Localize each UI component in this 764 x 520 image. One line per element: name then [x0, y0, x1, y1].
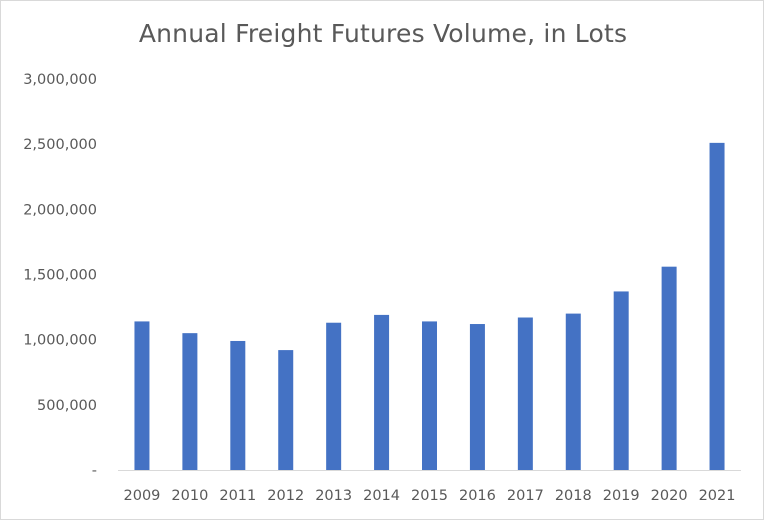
- bar-2010: [182, 333, 198, 470]
- x-tick-label: 2014: [363, 488, 400, 504]
- x-tick-label: 2013: [315, 488, 352, 504]
- x-tick-label: 2019: [603, 488, 640, 504]
- bar-2020: [661, 266, 677, 470]
- bar-2014: [374, 314, 390, 470]
- x-tick-label: 2017: [507, 488, 544, 504]
- bar-2019: [613, 291, 629, 470]
- x-tick-label: 2016: [459, 488, 496, 504]
- x-tick-label: 2009: [124, 488, 161, 504]
- bar-2016: [469, 324, 485, 470]
- x-tick-label: 2018: [555, 488, 592, 504]
- x-tick-label: 2020: [651, 488, 688, 504]
- bar-2017: [517, 317, 533, 470]
- x-tick-label: 2012: [267, 488, 304, 504]
- bar-2018: [565, 313, 581, 470]
- x-tick-label: 2021: [699, 488, 736, 504]
- y-tick-label: 3,000,000: [23, 72, 97, 88]
- bar-2021: [709, 142, 725, 470]
- chart-title: Annual Freight Futures Volume, in Lots: [138, 19, 628, 48]
- x-tick-label: 2011: [219, 488, 256, 504]
- bar-2015: [422, 321, 437, 470]
- bar-2011: [230, 340, 246, 470]
- y-tick-label: 1,000,000: [23, 333, 97, 349]
- bar-2009: [134, 321, 150, 470]
- x-tick-label: 2015: [411, 488, 448, 504]
- y-tick-label: 2,500,000: [23, 137, 97, 153]
- y-tick-label: 2,000,000: [23, 202, 97, 218]
- y-tick-label: -: [92, 463, 97, 479]
- y-tick-label: 1,500,000: [23, 268, 97, 284]
- bar-2012: [278, 350, 294, 470]
- y-tick-label: 500,000: [37, 398, 97, 414]
- bar-2013: [326, 322, 342, 470]
- x-tick-label: 2010: [171, 488, 208, 504]
